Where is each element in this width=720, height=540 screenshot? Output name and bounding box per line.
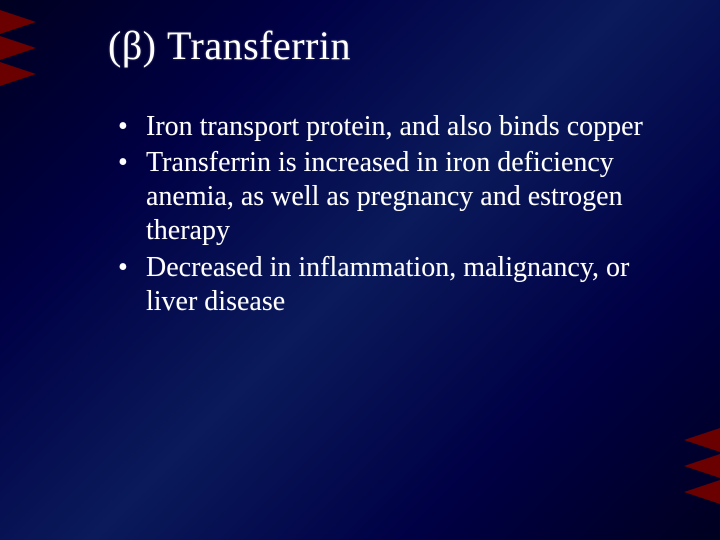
bullet-item: Transferrin is increased in iron deficie… — [118, 146, 648, 248]
slide-title: (β) Transferrin — [108, 22, 351, 69]
bullet-item: Decreased in inflammation, malignancy, o… — [118, 251, 648, 319]
triangle-decor-bottom-3 — [684, 480, 720, 504]
triangle-decor-top-2 — [0, 36, 36, 60]
triangle-decor-bottom-1 — [684, 428, 720, 452]
triangle-decor-top-3 — [0, 62, 36, 86]
triangle-decor-top-1 — [0, 10, 36, 34]
slide: (β) Transferrin Iron transport protein, … — [0, 0, 720, 540]
bullet-content: Iron transport protein, and also binds c… — [118, 110, 648, 321]
triangle-decor-bottom-2 — [684, 454, 720, 478]
bullet-item: Iron transport protein, and also binds c… — [118, 110, 648, 144]
